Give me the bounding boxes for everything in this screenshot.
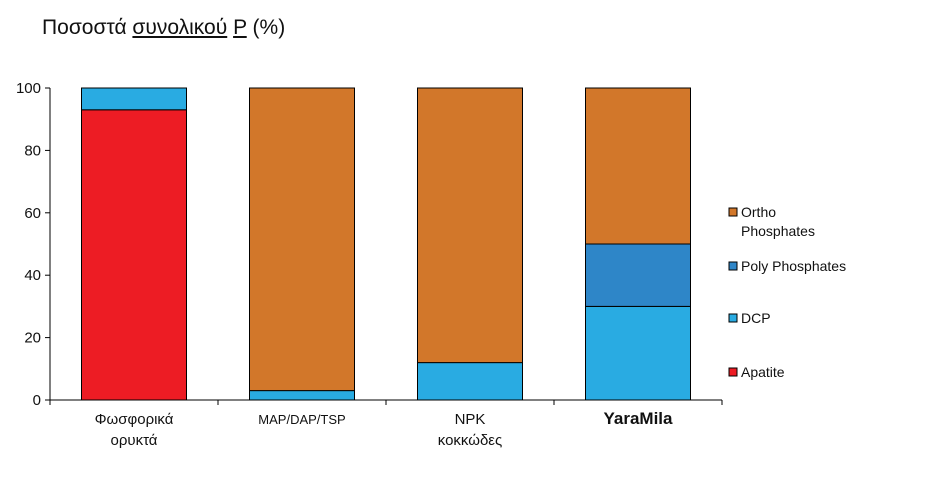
bar-segment-apatite-0: [81, 109, 187, 401]
chart-title: Ποσοστά συνολικού P (%): [42, 16, 285, 40]
bar-segment-ortho-phosphates-3: [585, 87, 691, 245]
legend-label-dcp: DCP: [741, 310, 771, 326]
legend: Ortho Phosphates Poly Phosphates DCP Apatite: [728, 204, 846, 380]
y-tick-label: 60: [24, 205, 41, 222]
title-part-2: συνολικού: [132, 16, 228, 39]
bar-segment-dcp-2: [417, 362, 523, 401]
bar-segment-ortho-phosphates-2: [417, 87, 523, 364]
y-tick-label: 40: [24, 267, 41, 284]
axes-group: 0 20 40 60 80 100 Φωσφορικά ορυκτά MAP/DAP/TSP NP…: [16, 80, 723, 449]
legend-swatch-dcp: [728, 313, 738, 323]
bars-group: [81, 87, 691, 401]
bar-segment-dcp-1: [249, 390, 355, 401]
title-part-5: (%): [246, 16, 286, 39]
legend-label-poly-phosphates: Poly Phosphates: [741, 258, 846, 274]
y-tick-label: 0: [33, 392, 41, 409]
legend-swatch-ortho-phosphates: [728, 207, 738, 217]
legend-label-apatite: Apatite: [741, 364, 785, 380]
bar-segment-dcp-3: [585, 305, 691, 401]
y-tick-label: 100: [16, 80, 41, 97]
bar-segment-poly-phosphates-3: [585, 243, 691, 307]
x-category-label: NPK κοκκώδες: [438, 411, 502, 449]
legend-swatch-apatite: [728, 367, 738, 377]
legend-swatch-poly-phosphates: [728, 261, 738, 271]
x-category-label: YaraMila: [604, 409, 674, 428]
bar-segment-ortho-phosphates-1: [249, 87, 355, 392]
legend-label-ortho-phosphates: Ortho Phosphates: [741, 204, 815, 239]
title-part-1: Ποσοστά: [42, 16, 133, 39]
x-category-label: Φωσφορικά ορυκτά: [95, 411, 174, 449]
title-part-4: P: [233, 16, 247, 39]
y-tick-label: 20: [24, 330, 41, 347]
y-tick-label: 80: [24, 142, 41, 159]
bar-segment-dcp-0: [81, 87, 187, 111]
x-category-label: MAP/DAP/TSP: [258, 412, 345, 427]
